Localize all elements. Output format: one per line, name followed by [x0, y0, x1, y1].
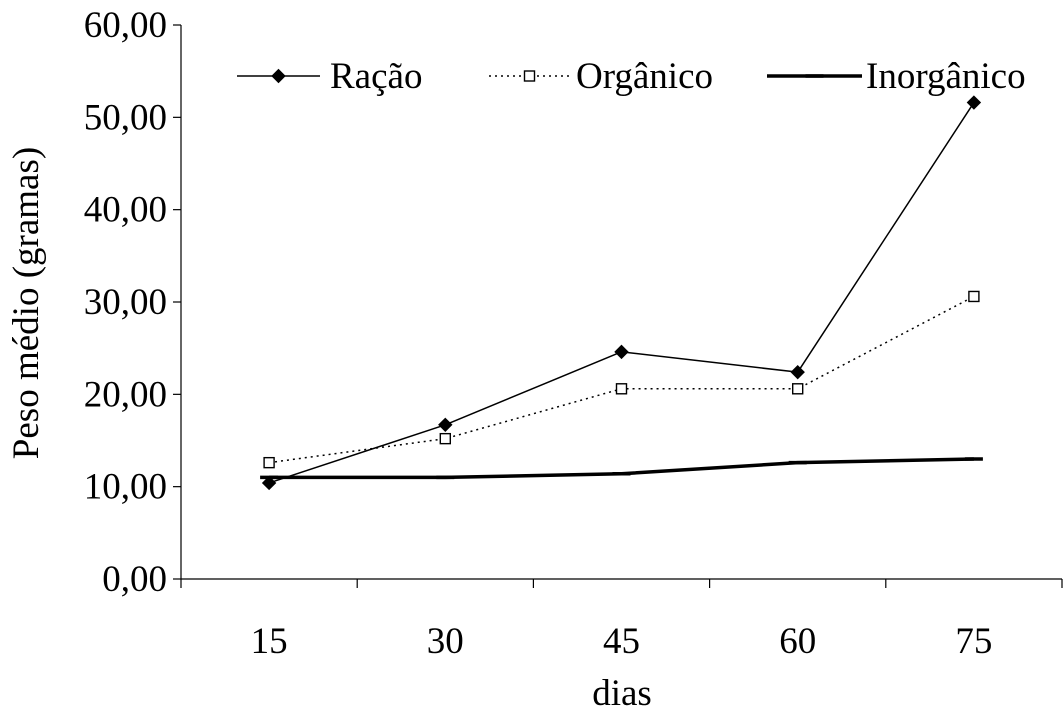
y-tick-label: 60,00 [84, 5, 167, 46]
y-axis-title: Peso médio (gramas) [6, 147, 47, 459]
x-tick-label: 30 [427, 621, 464, 662]
y-tick-label: 20,00 [84, 374, 167, 415]
x-tick-label: 75 [955, 621, 992, 662]
legend-item-3: Inorgânico [767, 56, 1026, 97]
data-point [790, 364, 805, 380]
legend-label: Inorgânico [866, 56, 1026, 97]
legend-swatch-marker [523, 70, 536, 82]
series-1 [261, 95, 982, 491]
data-point [792, 383, 804, 395]
y-tick-label: 40,00 [84, 190, 167, 231]
series-layer [260, 95, 983, 491]
series-3 [260, 457, 983, 480]
legend-label: Orgânico [576, 56, 713, 97]
y-tick-label: 0,00 [102, 559, 167, 600]
data-point [614, 344, 629, 360]
data-point [968, 290, 980, 303]
x-tick-label: 45 [603, 621, 640, 662]
legend-swatch-marker [271, 68, 286, 84]
legend: Ração Orgânico Inorgânico [237, 56, 1026, 97]
series-2 [263, 290, 980, 469]
x-axis-title: dias [592, 673, 652, 714]
data-point [438, 417, 453, 433]
y-tick-label: 50,00 [84, 97, 167, 138]
data-point [966, 95, 982, 110]
data-point [263, 456, 275, 469]
x-tick-label: 15 [251, 621, 288, 662]
legend-label: Ração [330, 56, 422, 97]
y-tick-label: 30,00 [84, 282, 167, 323]
y-tick-label: 10,00 [84, 467, 167, 508]
legend-item-1: Ração [237, 56, 422, 97]
axes: 0,00 10,00 20,00 30,00 40,00 50,00 60,00 15 30 45… [84, 5, 1063, 662]
series-line [268, 295, 975, 464]
data-point [261, 475, 277, 491]
data-point [615, 383, 628, 395]
legend-item-2: Orgânico [489, 56, 713, 97]
x-tick-label: 60 [779, 621, 816, 662]
data-point [439, 432, 451, 445]
series-line [268, 102, 975, 484]
